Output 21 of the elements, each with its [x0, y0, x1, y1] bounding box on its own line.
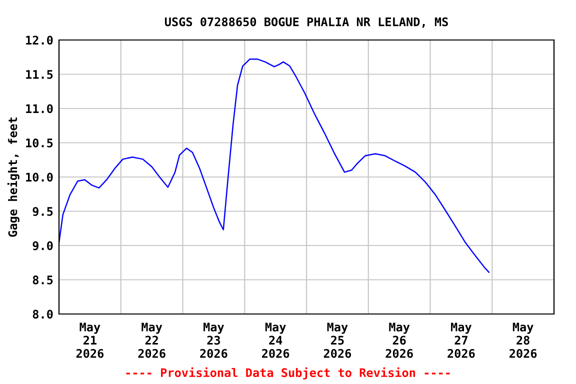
x-tick-label: May 24 2026 — [262, 322, 290, 358]
x-tick-label: May 28 2026 — [510, 322, 537, 358]
y-tick-label: 10.0 — [26, 172, 53, 182]
y-tick-label: 10.5 — [26, 138, 53, 148]
x-tick-label: May 22 2026 — [138, 322, 166, 358]
x-tick-label: May 26 2026 — [386, 322, 413, 358]
line-series — [59, 58, 490, 273]
y-tick-label: 8.5 — [32, 275, 53, 284]
x-tick-label: May 23 2026 — [200, 322, 228, 358]
y-axis-title: Gage height, feet — [7, 118, 20, 237]
y-tick-label: 8.0 — [32, 310, 53, 319]
text: ---- Provisional Data Subject to Revision ---- — [126, 367, 450, 380]
y-tick-label: 9.5 — [32, 207, 53, 216]
y-tick-label: 12.0 — [26, 36, 53, 45]
y-tick-label: 9.0 — [32, 241, 53, 250]
x-tick-label: May 21 2026 — [76, 322, 104, 358]
x-tick-label: May 27 2026 — [448, 322, 475, 358]
y-tick-label: 11.5 — [26, 70, 53, 79]
y-tick-label: 11.0 — [26, 104, 53, 114]
chart-title: USGS 07288650 BOGUE PHALIA NR LELAND, MS — [164, 17, 448, 28]
x-tick-label: May 25 2026 — [324, 322, 352, 358]
